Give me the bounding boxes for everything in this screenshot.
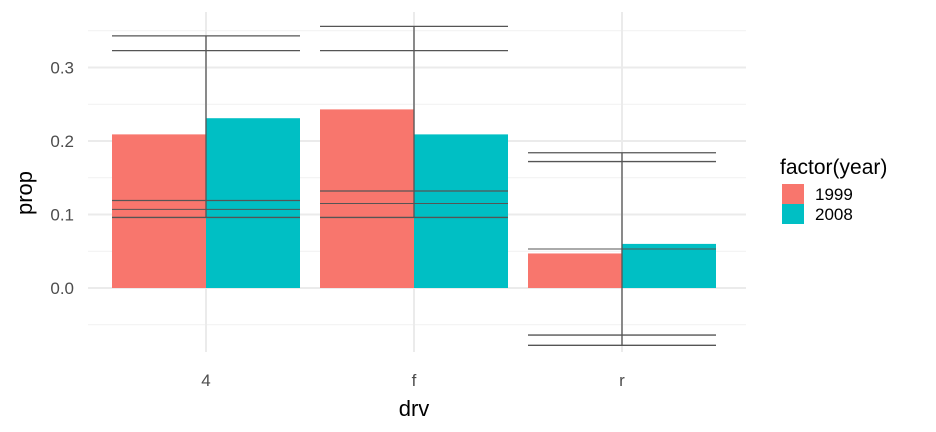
y-axis-title: prop [12,171,37,215]
y-tick-label: 0.2 [50,132,74,151]
bar-2008-r [622,243,716,288]
bars [112,109,716,289]
x-tick-labels: 4 f r [201,371,625,390]
bar-1999-r [528,253,622,288]
bar-2008-4 [206,118,300,288]
bar-1999-f [320,109,414,289]
legend-title: factor(year) [780,156,887,179]
y-tick-label: 0.1 [50,206,74,225]
bar-2008-f [414,134,508,288]
y-tick-labels: 0.0 0.1 0.2 0.3 [50,59,74,299]
x-tick-label: 4 [201,371,210,390]
legend-label-1999: 1999 [815,185,853,204]
x-tick-label: f [412,371,417,390]
y-tick-label: 0.0 [50,279,74,298]
legend-key-1999 [782,184,804,204]
legend-label-2008: 2008 [815,205,853,224]
x-tick-label: r [619,371,625,390]
error-bars [112,25,716,346]
x-axis-title: drv [399,396,430,421]
y-tick-label: 0.3 [50,59,74,78]
bar-1999-4 [112,134,206,288]
legend-key-2008 [782,204,804,224]
